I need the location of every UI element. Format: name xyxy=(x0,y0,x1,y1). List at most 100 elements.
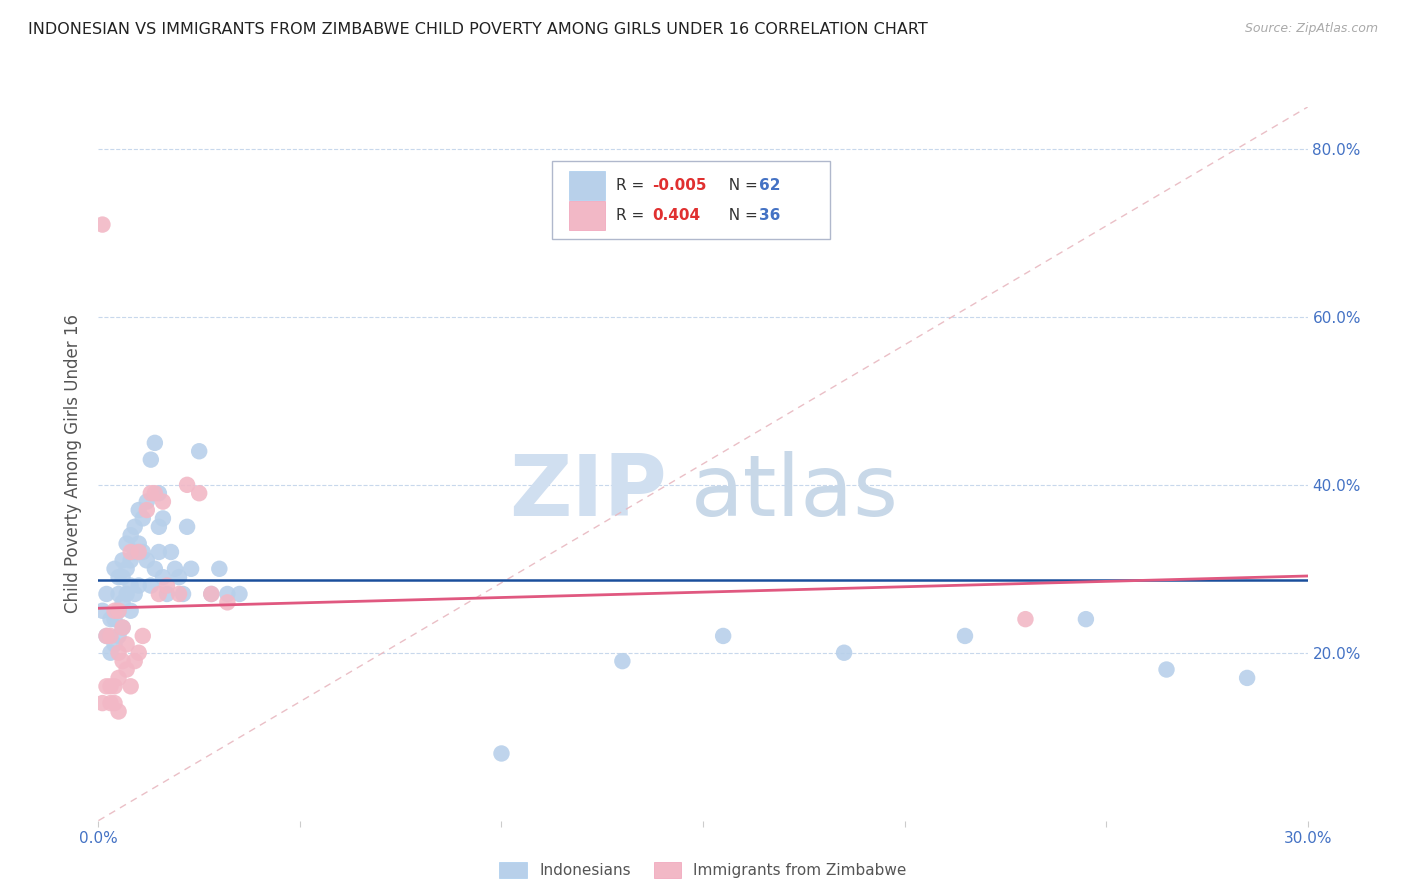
Point xyxy=(188,444,211,458)
Point xyxy=(163,562,186,576)
Point xyxy=(107,604,129,618)
Point xyxy=(188,486,211,500)
Point xyxy=(200,587,222,601)
Point xyxy=(107,646,129,660)
Point xyxy=(100,679,122,693)
Point xyxy=(128,503,150,517)
Point xyxy=(135,494,157,508)
Point xyxy=(711,629,734,643)
Point xyxy=(148,545,170,559)
Point xyxy=(124,654,146,668)
Point xyxy=(167,570,190,584)
Point xyxy=(91,604,114,618)
Point xyxy=(111,595,134,609)
Point xyxy=(152,511,174,525)
Point xyxy=(1074,612,1097,626)
Point xyxy=(180,562,202,576)
FancyBboxPatch shape xyxy=(569,171,605,200)
Point xyxy=(217,595,239,609)
Point xyxy=(107,629,129,643)
Point xyxy=(115,562,138,576)
Point xyxy=(128,578,150,592)
Point xyxy=(96,629,118,643)
Point xyxy=(120,528,142,542)
Point xyxy=(103,604,125,618)
Point xyxy=(148,486,170,500)
Point xyxy=(132,511,155,525)
Point xyxy=(100,646,122,660)
Point xyxy=(172,587,194,601)
Point xyxy=(148,520,170,534)
Text: atlas: atlas xyxy=(690,450,898,534)
Point xyxy=(148,587,170,601)
Point xyxy=(152,570,174,584)
Point xyxy=(143,486,166,500)
Point xyxy=(103,562,125,576)
Point xyxy=(152,494,174,508)
Point xyxy=(107,705,129,719)
Point xyxy=(128,545,150,559)
Text: N =: N = xyxy=(718,208,762,223)
Point xyxy=(128,646,150,660)
Point xyxy=(832,646,855,660)
Point xyxy=(176,478,198,492)
Point xyxy=(120,604,142,618)
Point xyxy=(120,553,142,567)
Point xyxy=(111,553,134,567)
Point xyxy=(91,218,114,232)
Text: N =: N = xyxy=(718,178,762,193)
Point xyxy=(1156,663,1178,677)
Point xyxy=(135,503,157,517)
Point xyxy=(103,637,125,651)
Point xyxy=(124,520,146,534)
Point xyxy=(103,612,125,626)
Point xyxy=(115,637,138,651)
Text: 0.404: 0.404 xyxy=(652,208,700,223)
Point xyxy=(217,587,239,601)
Point xyxy=(115,587,138,601)
Text: INDONESIAN VS IMMIGRANTS FROM ZIMBABWE CHILD POVERTY AMONG GIRLS UNDER 16 CORREL: INDONESIAN VS IMMIGRANTS FROM ZIMBABWE C… xyxy=(28,22,928,37)
Point xyxy=(124,545,146,559)
Text: R =: R = xyxy=(616,208,654,223)
Point xyxy=(103,696,125,710)
Y-axis label: Child Poverty Among Girls Under 16: Child Poverty Among Girls Under 16 xyxy=(65,314,83,614)
Point xyxy=(1236,671,1258,685)
Text: ZIP: ZIP xyxy=(509,450,666,534)
Point xyxy=(111,621,134,635)
Text: 36: 36 xyxy=(759,208,780,223)
Point xyxy=(139,578,162,592)
Point xyxy=(228,587,250,601)
Point xyxy=(143,435,166,450)
Point xyxy=(107,587,129,601)
Point xyxy=(111,621,134,635)
FancyBboxPatch shape xyxy=(569,202,605,230)
Point xyxy=(100,696,122,710)
Point xyxy=(107,570,129,584)
Point xyxy=(107,604,129,618)
Point xyxy=(120,578,142,592)
Point xyxy=(111,570,134,584)
Point xyxy=(953,629,976,643)
Legend: Indonesians, Immigrants from Zimbabwe: Indonesians, Immigrants from Zimbabwe xyxy=(494,856,912,884)
Point xyxy=(107,671,129,685)
Text: R =: R = xyxy=(616,178,650,193)
Point xyxy=(176,520,198,534)
Point xyxy=(96,629,118,643)
Point xyxy=(120,545,142,559)
Point xyxy=(139,452,162,467)
Text: 62: 62 xyxy=(759,178,780,193)
Point xyxy=(96,679,118,693)
Text: Source: ZipAtlas.com: Source: ZipAtlas.com xyxy=(1244,22,1378,36)
Point xyxy=(156,578,179,592)
Point xyxy=(139,486,162,500)
Point xyxy=(124,587,146,601)
Point xyxy=(128,536,150,550)
Point xyxy=(111,654,134,668)
Point xyxy=(156,587,179,601)
FancyBboxPatch shape xyxy=(553,161,830,239)
Point xyxy=(100,629,122,643)
Point xyxy=(132,545,155,559)
Point xyxy=(200,587,222,601)
Point xyxy=(208,562,231,576)
Point xyxy=(91,696,114,710)
